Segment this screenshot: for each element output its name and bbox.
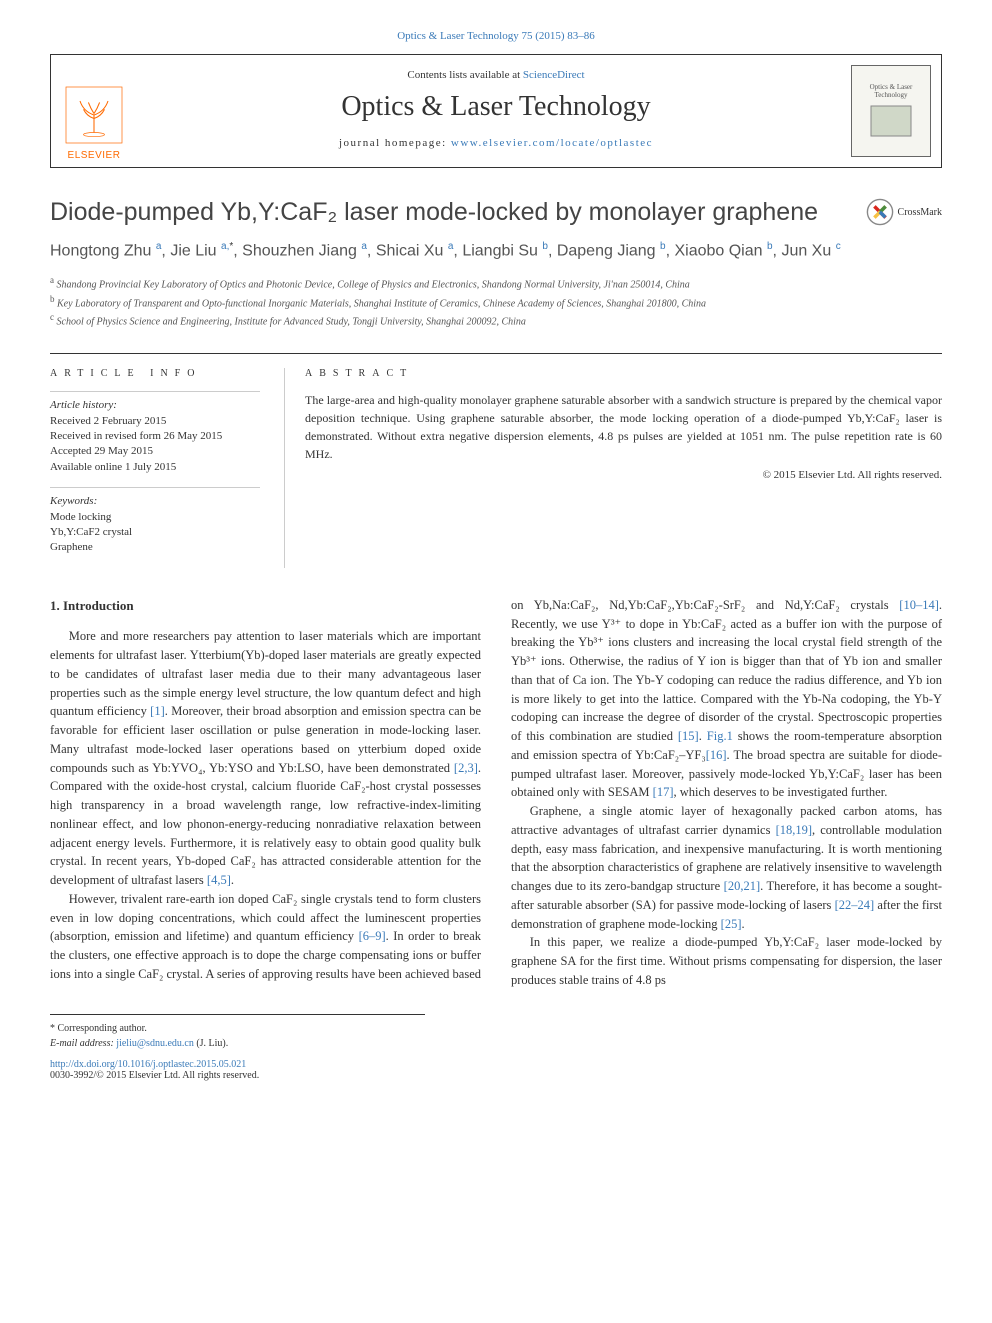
corresponding-label: * Corresponding author. [50,1023,425,1034]
ref-link[interactable]: [15] [678,729,699,743]
abstract-column: ABSTRACT The large-area and high-quality… [284,368,942,568]
issn-copyright: 0030-3992/© 2015 Elsevier Ltd. All right… [50,1070,942,1081]
email-line: E-mail address: jieliu@sdnu.edu.cn (J. L… [50,1038,425,1049]
body-paragraph: More and more researchers pay attention … [50,627,481,890]
homepage-line: journal homepage: www.elsevier.com/locat… [51,137,941,149]
homepage-link[interactable]: www.elsevier.com/locate/optlastec [451,137,653,149]
doi-link[interactable]: http://dx.doi.org/10.1016/j.optlastec.20… [50,1059,942,1070]
article-body: 1. Introduction More and more researcher… [50,596,942,990]
article-history: Article history: Received 2 February 201… [50,391,260,475]
ref-link[interactable]: [18,19] [776,823,812,837]
article-info-label: ARTICLE INFO [50,368,260,379]
crossmark-icon [866,198,894,226]
crossmark-badge[interactable]: CrossMark [866,198,942,226]
email-link[interactable]: jieliu@sdnu.edu.cn [116,1038,194,1049]
corresponding-footer: * Corresponding author. E-mail address: … [50,1014,425,1049]
ref-link[interactable]: [2,3] [454,761,478,775]
contents-line: Contents lists available at ScienceDirec… [51,69,941,81]
ref-link[interactable]: [16] [706,748,727,762]
cover-art-icon [866,101,916,141]
sciencedirect-link[interactable]: ScienceDirect [523,69,585,81]
body-paragraph: Graphene, a single atomic layer of hexag… [511,802,942,933]
ref-link[interactable]: [1] [150,704,165,718]
ref-link[interactable]: [4,5] [207,873,231,887]
author-list: Hongtong Zhu a, Jie Liu a,*, Shouzhen Ji… [50,241,942,260]
abstract-text: The large-area and high-quality monolaye… [305,391,942,463]
ref-link[interactable]: [25] [721,917,742,931]
abstract-label: ABSTRACT [305,368,942,379]
ref-link[interactable]: [17] [653,785,674,799]
ref-link[interactable]: [22–24] [835,898,875,912]
elsevier-tree-icon [59,80,129,150]
ref-link[interactable]: [20,21] [724,879,760,893]
article-info-column: ARTICLE INFO Article history: Received 2… [50,368,260,568]
journal-header: ELSEVIER Contents lists available at Sci… [50,54,942,168]
keywords-block: Keywords: Mode lockingYb,Y:CaF2 crystalG… [50,487,260,556]
article-title: Diode-pumped Yb,Y:CaF₂ laser mode-locked… [50,198,866,227]
affiliations: a Shandong Provincial Key Laboratory of … [50,274,942,329]
elsevier-label: ELSEVIER [68,150,121,161]
crossmark-label: CrossMark [898,207,942,218]
top-citation[interactable]: Optics & Laser Technology 75 (2015) 83–8… [50,30,942,42]
intro-heading: 1. Introduction [50,596,481,616]
ref-link[interactable]: [10–14] [899,598,939,612]
body-paragraph: In this paper, we realize a diode-pumped… [511,933,942,989]
journal-cover-thumb[interactable]: Optics & Laser Technology [851,65,931,157]
abstract-copyright: © 2015 Elsevier Ltd. All rights reserved… [305,469,942,481]
elsevier-logo[interactable]: ELSEVIER [49,53,139,169]
doi-block: http://dx.doi.org/10.1016/j.optlastec.20… [50,1059,942,1081]
ref-link[interactable]: [6–9] [359,929,386,943]
figure-link[interactable]: Fig.1 [707,729,733,743]
journal-name: Optics & Laser Technology [51,91,941,123]
